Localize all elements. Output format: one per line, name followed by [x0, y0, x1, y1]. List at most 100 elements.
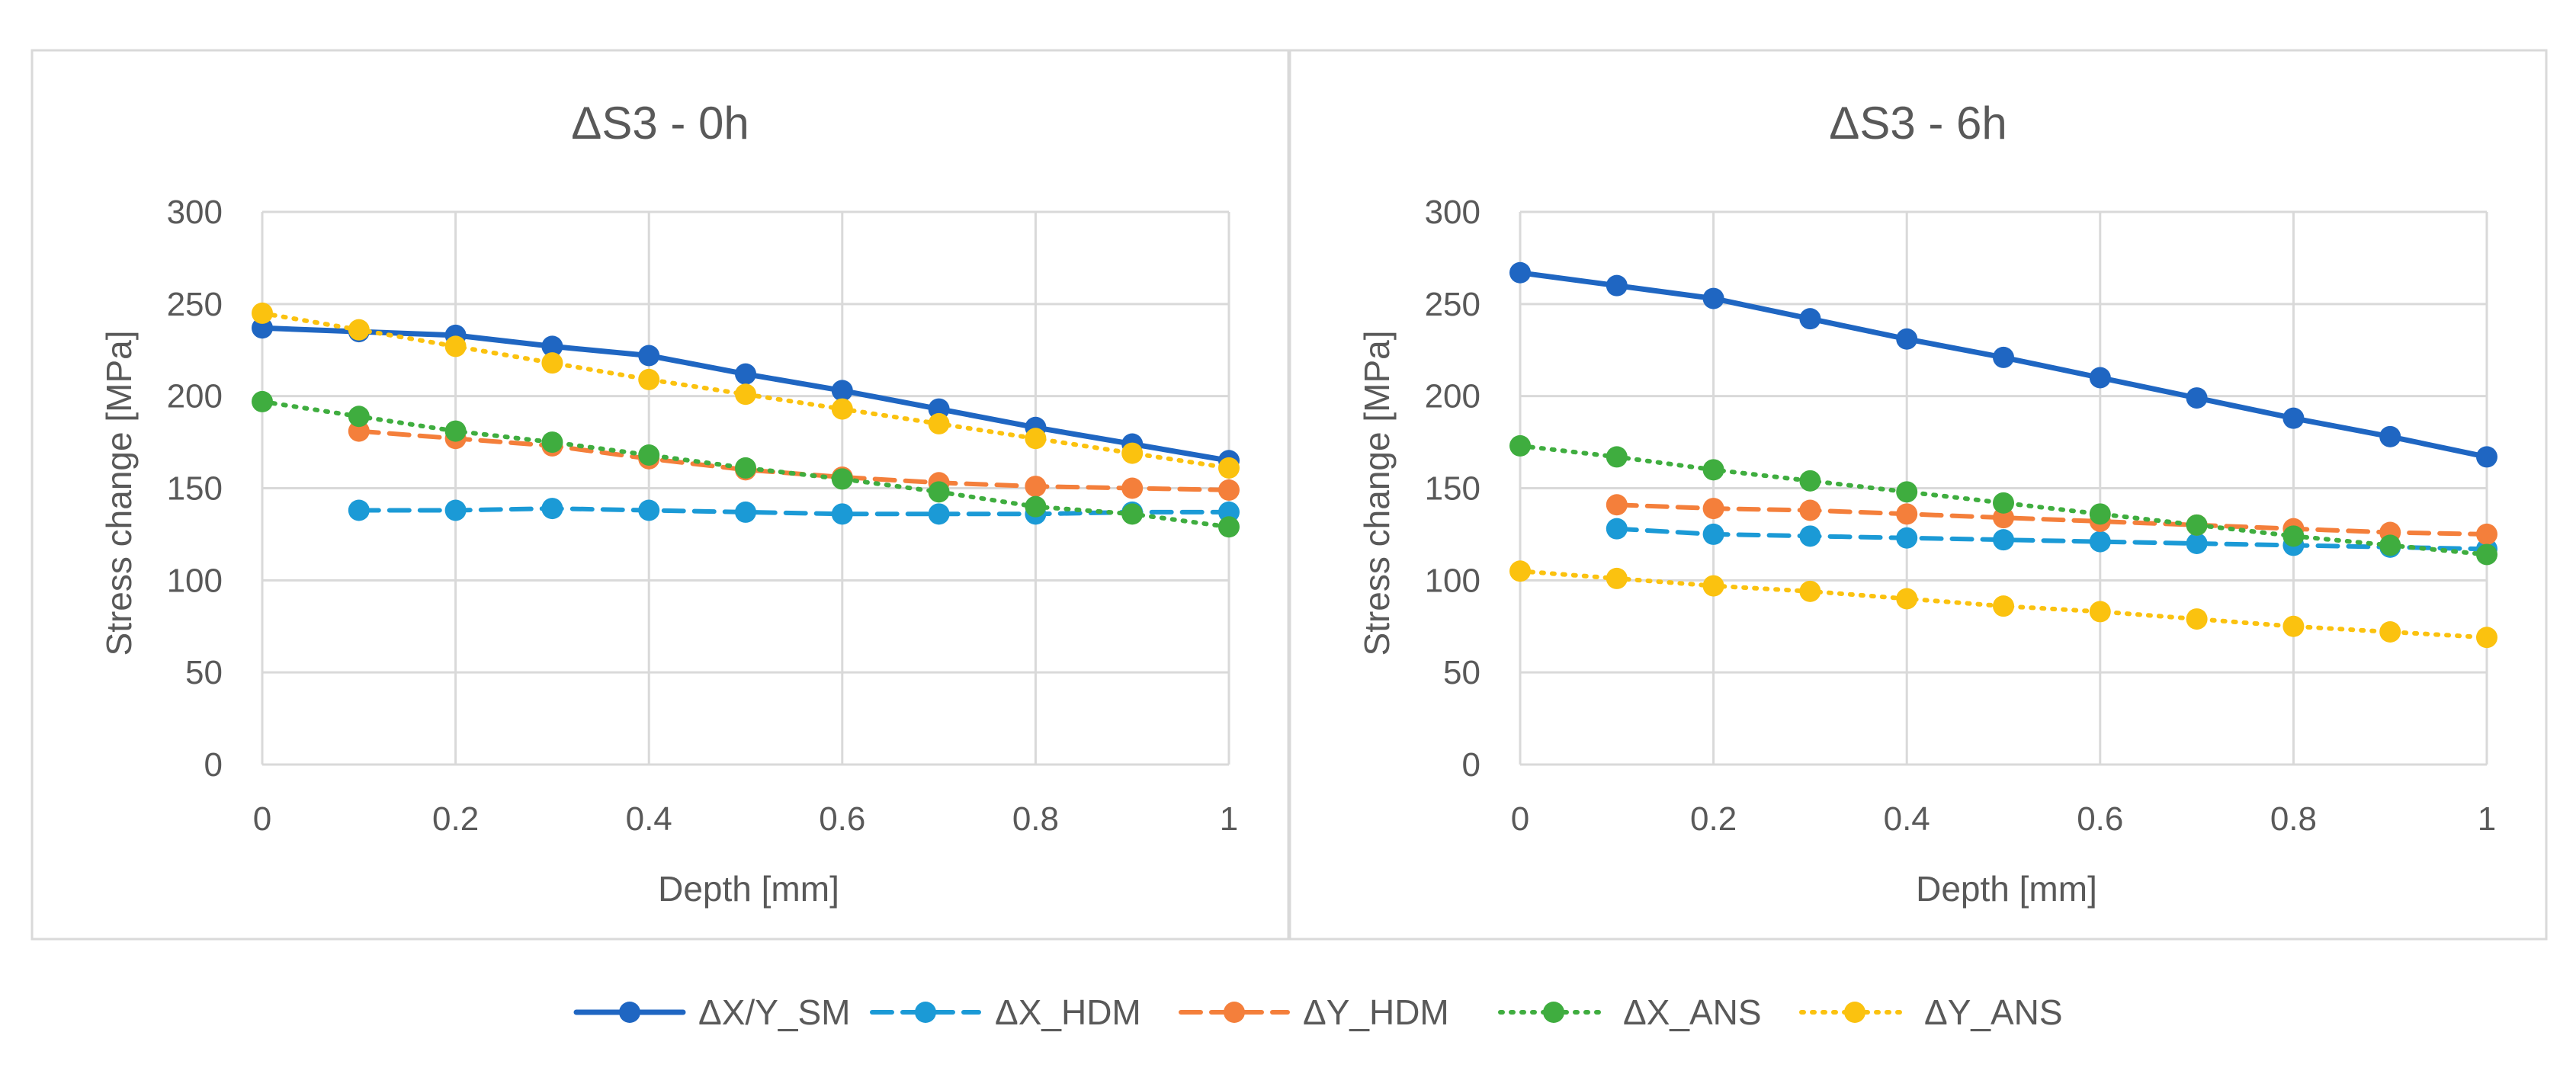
- data-point: [1702, 575, 1724, 597]
- data-point: [444, 499, 467, 521]
- y-tick-label: 100: [1425, 562, 1480, 599]
- data-point: [831, 398, 853, 420]
- series-line: [356, 506, 1231, 517]
- data-point: [348, 319, 370, 341]
- legend-swatch-marker: [1543, 1002, 1564, 1023]
- data-point: [1702, 498, 1724, 520]
- data-point: [1121, 442, 1144, 464]
- x-tick-label: 0.6: [819, 800, 865, 838]
- data-point: [2476, 446, 2497, 468]
- y-tick-label: 50: [1443, 654, 1480, 691]
- y-tick-label: 300: [1425, 194, 1480, 231]
- data-point: [541, 352, 563, 374]
- series-line: [1614, 526, 2489, 552]
- legend-swatch-marker: [1844, 1002, 1865, 1023]
- data-point: [1606, 494, 1628, 516]
- chart-panel-border: [30, 49, 1290, 941]
- series-line: [260, 399, 1231, 530]
- y-tick-label: 50: [185, 654, 223, 691]
- series-x-ans: [1509, 434, 2497, 566]
- data-point: [1218, 479, 1240, 501]
- chart-title: ΔS3 - 6h: [1829, 98, 2007, 149]
- data-point: [2186, 514, 2208, 536]
- legend-label: ΔX_ANS: [1623, 992, 1762, 1032]
- x-tick-label: 1: [1220, 800, 1238, 838]
- plot-area: [1509, 261, 2497, 649]
- legend-label: ΔY_ANS: [1924, 992, 2063, 1032]
- data-point: [1025, 428, 1047, 450]
- x-tick-labels: 0 0.2 0.4 0.6 0.8 1: [1511, 800, 2496, 838]
- data-point: [638, 444, 660, 466]
- data-point: [1702, 287, 1724, 309]
- data-point: [1799, 470, 1821, 492]
- legend-label: ΔX_HDM: [995, 992, 1141, 1032]
- data-point: [1993, 529, 2014, 551]
- x-axis-label: Depth [mm]: [1916, 869, 2097, 909]
- data-point: [2379, 534, 2401, 556]
- plot-area: [252, 302, 1240, 538]
- x-tick-labels: 0 0.2 0.4 0.6 0.8 1: [253, 800, 1238, 838]
- data-point: [928, 398, 950, 420]
- data-point: [1025, 495, 1047, 518]
- data-point: [1799, 580, 1821, 602]
- data-point: [735, 383, 756, 406]
- x-tick-label: 0: [253, 800, 271, 838]
- data-point: [831, 503, 853, 525]
- data-point: [1993, 595, 2014, 617]
- legend-label: ΔX/Y_SM: [698, 992, 850, 1032]
- x-tick-label: 0.8: [2270, 800, 2317, 838]
- data-point: [348, 420, 370, 442]
- series-line: [1518, 443, 2489, 557]
- data-point: [1218, 516, 1240, 538]
- y-tick-label: 200: [1425, 378, 1480, 415]
- data-point: [1606, 567, 1628, 589]
- data-point: [2282, 615, 2305, 637]
- chart-title: ΔS3 - 0h: [571, 98, 749, 149]
- y-tick-label: 300: [167, 194, 223, 231]
- x-tick-label: 0.2: [1690, 800, 1737, 838]
- data-point: [1702, 523, 1724, 545]
- data-point: [638, 345, 660, 367]
- y-axis-label: Stress change [MPa]: [99, 331, 139, 656]
- data-point: [1993, 507, 2014, 529]
- chart-panel-6h: ΔS3 - 6h 0 50 100 150 200 250 300 0 0.2 0.4 0.6 0.…: [1288, 49, 2548, 941]
- data-point: [1993, 492, 2014, 514]
- gridlines: [261, 210, 1230, 766]
- x-tick-label: 0: [1511, 800, 1529, 838]
- legend-label: ΔY_HDM: [1303, 992, 1449, 1032]
- data-point: [252, 317, 273, 339]
- data-point: [2476, 627, 2497, 649]
- series-x-ans: [252, 390, 1240, 538]
- data-point: [2476, 543, 2497, 566]
- legend-entry: ΔX_HDM: [870, 992, 1141, 1032]
- data-point: [1509, 560, 1531, 582]
- y-axis-label: Stress change [MPa]: [1357, 331, 1397, 656]
- data-point: [735, 363, 756, 385]
- legend-entry: ΔY_ANS: [1799, 992, 2063, 1032]
- data-point: [2186, 533, 2208, 554]
- legend-swatch-marker: [1224, 1002, 1245, 1023]
- data-point: [2282, 407, 2305, 429]
- data-point: [1896, 588, 1918, 610]
- x-tick-label: 1: [2478, 800, 2496, 838]
- data-point: [1896, 503, 1918, 525]
- data-point: [444, 335, 467, 357]
- data-point: [1993, 346, 2014, 368]
- data-point: [1606, 446, 1628, 468]
- data-point: [1896, 328, 1918, 350]
- data-point: [1121, 477, 1144, 499]
- y-tick-label: 150: [1425, 470, 1480, 508]
- y-tick-label: 200: [167, 378, 223, 415]
- data-point: [2476, 523, 2497, 545]
- data-point: [2186, 387, 2208, 409]
- data-point: [928, 481, 950, 503]
- legend-entry: ΔY_HDM: [1179, 992, 1449, 1032]
- x-tick-label: 0.2: [432, 800, 479, 838]
- data-point: [1702, 459, 1724, 481]
- x-tick-label: 0.8: [1012, 800, 1059, 838]
- x-tick-label: 0.4: [1884, 800, 1930, 838]
- data-point: [1606, 274, 1628, 297]
- data-point: [735, 501, 756, 523]
- data-point: [348, 499, 370, 521]
- data-point: [541, 335, 563, 357]
